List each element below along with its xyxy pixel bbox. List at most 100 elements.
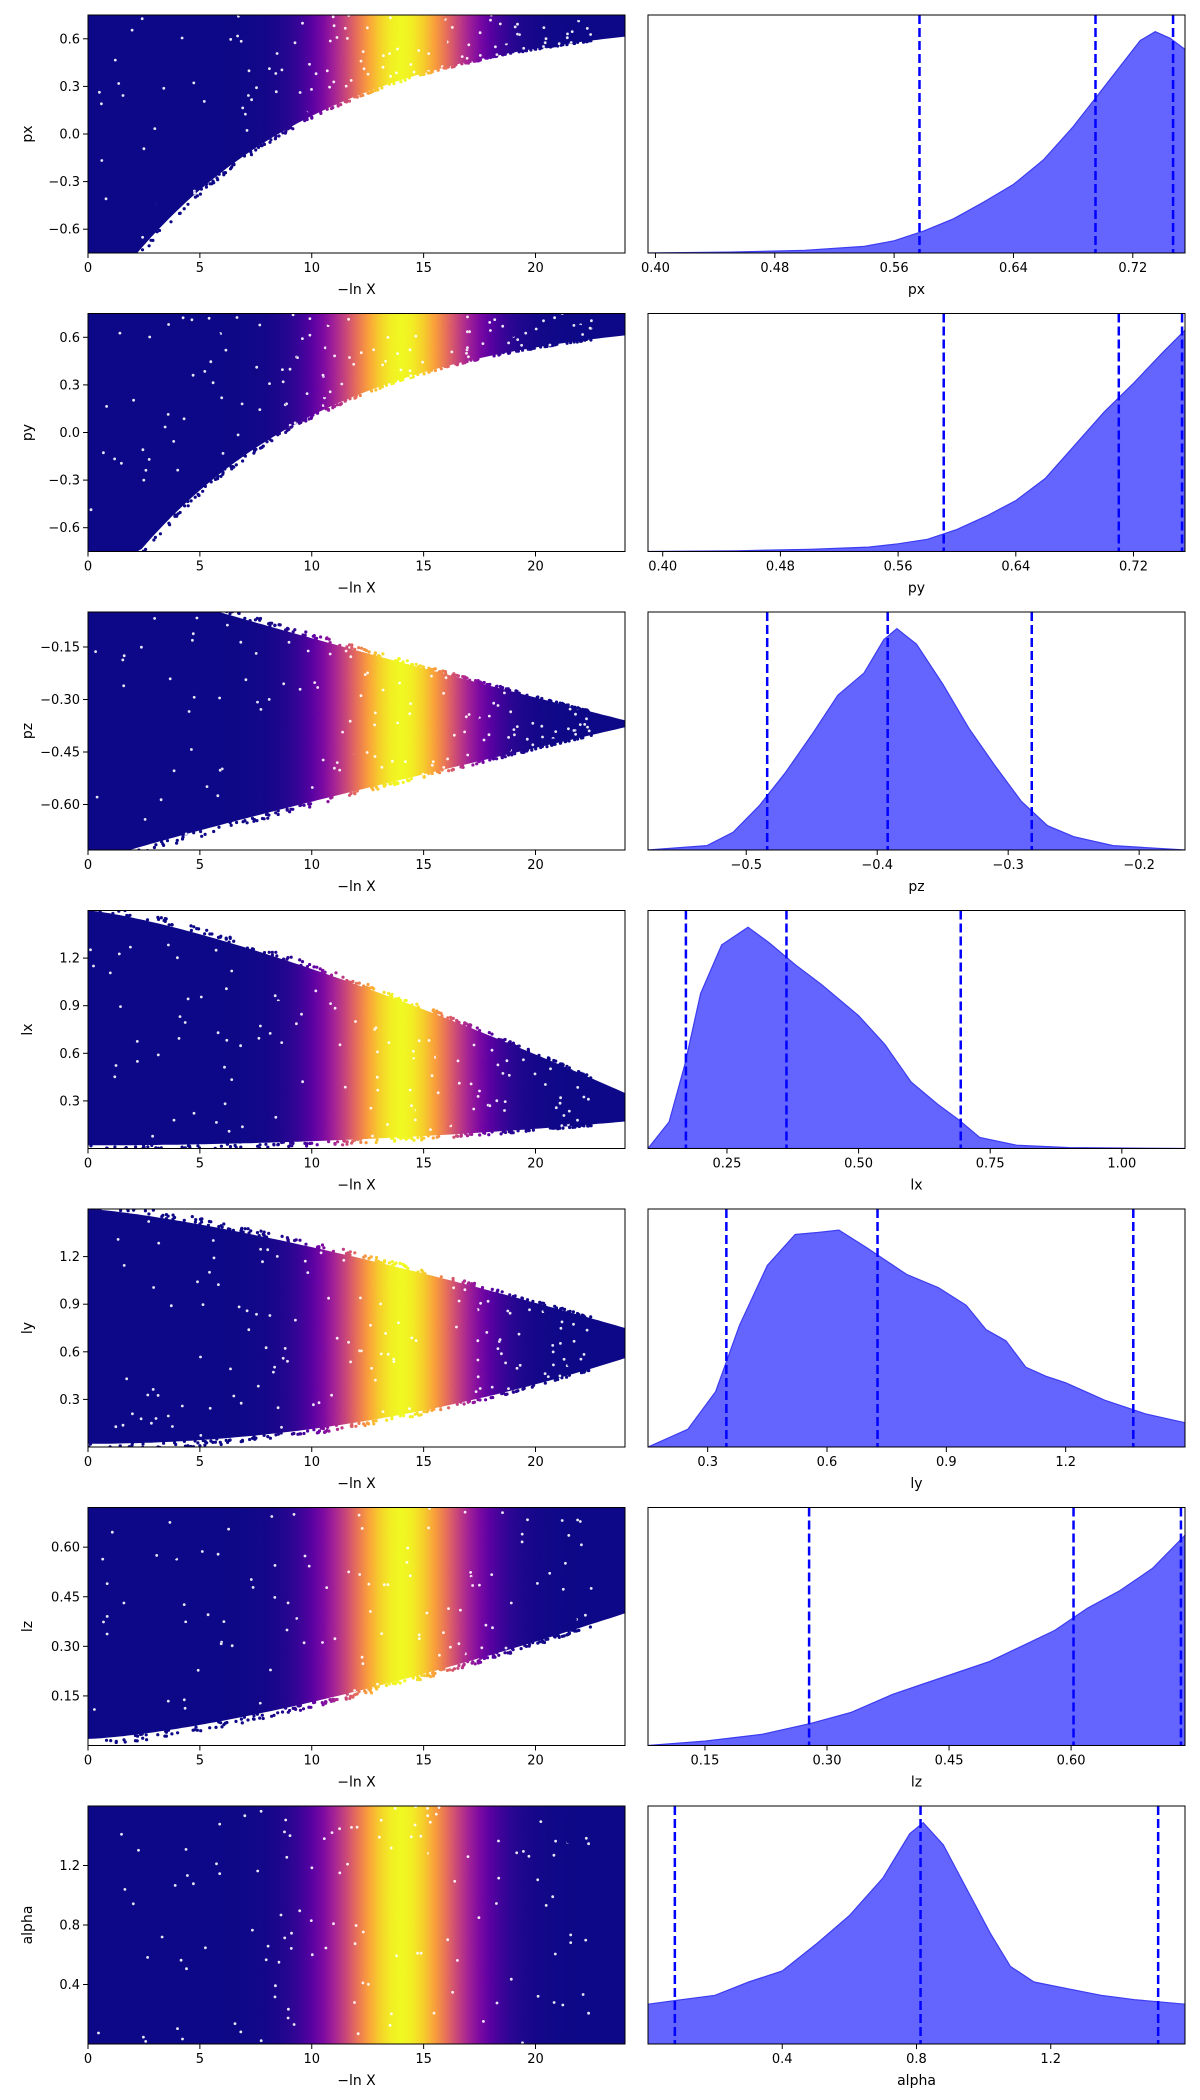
sample-point — [372, 1283, 376, 1288]
sample-point — [358, 1634, 362, 1638]
sample-point — [534, 747, 538, 751]
sample-point — [268, 797, 272, 801]
sample-point — [350, 1141, 354, 1145]
sample-point — [343, 1916, 347, 1920]
sample-point — [334, 1423, 338, 1427]
sample-point — [306, 309, 309, 312]
sample-point — [238, 1660, 242, 1664]
sample-point — [486, 15, 490, 20]
sample-point — [364, 985, 368, 990]
sample-point — [511, 1648, 515, 1652]
sample-gap — [301, 1080, 304, 1084]
sample-point — [261, 1502, 264, 1505]
sample-gap — [436, 1091, 440, 1095]
sample-point — [324, 1700, 328, 1704]
sample-point — [341, 69, 346, 74]
sample-point — [406, 41, 410, 46]
sample-point — [531, 1299, 535, 1303]
sample-point — [298, 1316, 303, 1320]
sample-point — [481, 760, 485, 765]
sample-gap — [220, 396, 224, 400]
sample-point — [470, 1656, 474, 1660]
trace-xlabel: −ln X — [337, 581, 376, 597]
sample-point — [145, 197, 149, 201]
sample-point — [204, 701, 208, 705]
sample-point — [120, 1688, 124, 1692]
sample-point — [279, 1702, 284, 1706]
sample-point — [345, 100, 349, 104]
sample-gap — [122, 654, 126, 658]
sample-gap — [582, 1095, 586, 1099]
sample-point — [347, 643, 352, 647]
sample-point — [573, 705, 577, 709]
sample-gap — [495, 53, 499, 56]
sample-point — [144, 635, 148, 639]
sample-point — [279, 1847, 283, 1851]
sample-point — [219, 1802, 222, 1805]
sample-point — [297, 11, 300, 14]
sample-point — [387, 82, 391, 86]
posterior-frame-pz — [647, 611, 1186, 851]
sample-point — [277, 310, 280, 313]
sample-point — [97, 375, 101, 379]
sample-gap — [295, 1617, 299, 1620]
sample-point — [414, 731, 418, 735]
sample-point — [200, 84, 205, 88]
trace-ytick-label: 0.6 — [59, 1047, 80, 1062]
sample-point — [377, 347, 381, 351]
sample-point — [311, 1556, 315, 1560]
sample-gap — [396, 352, 399, 355]
sample-point — [208, 932, 212, 936]
sample-point — [159, 1101, 163, 1105]
sample-point — [425, 55, 429, 59]
sample-point — [183, 306, 186, 309]
sample-point — [457, 1020, 461, 1025]
sample-gap — [206, 1613, 210, 1617]
sample-gap — [208, 1270, 211, 1274]
sample-point — [98, 1202, 101, 1205]
sample-point — [238, 1140, 242, 1144]
sample-point — [202, 310, 205, 313]
sample-gap — [460, 55, 464, 58]
trace-frame-ly — [87, 1208, 626, 1448]
sample-gap — [515, 1366, 519, 1370]
sample-point — [524, 1599, 528, 1603]
sample-point — [119, 556, 122, 559]
sample-point — [155, 230, 159, 234]
sample-point — [485, 1321, 489, 1325]
sample-point — [532, 1383, 536, 1387]
sample-point — [352, 1343, 356, 1347]
sample-point — [273, 1047, 277, 1052]
sample-point — [230, 364, 234, 368]
posterior-density-lz — [648, 1534, 1185, 1746]
sample-point — [243, 819, 247, 823]
sample-point — [134, 831, 138, 835]
sample-point — [403, 1303, 407, 1307]
sample-gap — [230, 969, 234, 973]
sample-point — [261, 120, 265, 124]
sample-gap — [507, 736, 510, 739]
sample-point — [217, 1720, 221, 1724]
sample-point — [194, 1218, 198, 1222]
sample-gap — [577, 19, 580, 23]
sample-point — [459, 334, 463, 339]
sample-point — [508, 1650, 512, 1654]
sample-point — [236, 21, 240, 25]
sample-point — [156, 1594, 160, 1598]
sample-point — [134, 1334, 138, 1338]
trace-ytick-label: −0.45 — [40, 746, 80, 761]
sample-point — [111, 1334, 115, 1338]
sample-point — [547, 1078, 551, 1082]
sample-point — [192, 1990, 196, 1994]
sample-point — [517, 50, 521, 54]
sample-point — [427, 1376, 431, 1380]
sample-gap — [476, 1339, 480, 1343]
sample-point — [368, 986, 372, 990]
sample-point — [331, 406, 335, 410]
sample-gap — [427, 52, 431, 55]
sample-point — [329, 993, 333, 997]
posterior-xtick-label: 0.9 — [936, 1455, 957, 1470]
sample-point — [412, 1138, 416, 1142]
sample-point — [563, 319, 568, 323]
sample-point — [148, 1046, 153, 1050]
